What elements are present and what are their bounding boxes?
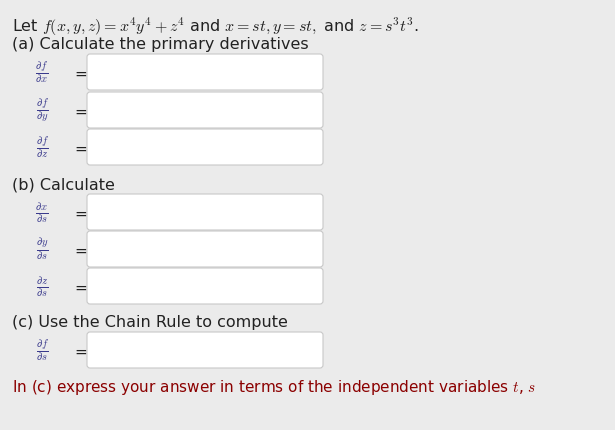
FancyBboxPatch shape: [87, 130, 323, 166]
Text: In (c) express your answer in terms of the independent variables $t$, $s$: In (c) express your answer in terms of t…: [12, 377, 536, 396]
Text: $\frac{\partial f}{\partial y}$: $\frac{\partial f}{\partial y}$: [36, 97, 49, 125]
Text: $\frac{\partial f}{\partial z}$: $\frac{\partial f}{\partial z}$: [36, 135, 49, 161]
Text: $\frac{\partial f}{\partial s}$: $\frac{\partial f}{\partial s}$: [36, 337, 49, 363]
Text: (b) Calculate: (b) Calculate: [12, 177, 115, 191]
Text: (a) Calculate the primary derivatives: (a) Calculate the primary derivatives: [12, 37, 309, 52]
Text: $=$: $=$: [72, 65, 88, 80]
FancyBboxPatch shape: [87, 231, 323, 267]
Text: $\frac{\partial z}{\partial s}$: $\frac{\partial z}{\partial s}$: [36, 274, 48, 298]
Text: $=$: $=$: [72, 343, 88, 358]
Text: $=$: $=$: [72, 103, 88, 118]
Text: $\frac{\partial y}{\partial s}$: $\frac{\partial y}{\partial s}$: [36, 237, 48, 262]
Text: (c) Use the Chain Rule to compute: (c) Use the Chain Rule to compute: [12, 314, 288, 329]
FancyBboxPatch shape: [87, 55, 323, 91]
Text: $=$: $=$: [72, 242, 88, 257]
FancyBboxPatch shape: [87, 93, 323, 129]
Text: $=$: $=$: [72, 279, 88, 294]
FancyBboxPatch shape: [87, 194, 323, 230]
Text: Let $f(x, y, z) = x^4y^4 + z^4$ and $x = st, y = st,$ and $z = s^3t^3$.: Let $f(x, y, z) = x^4y^4 + z^4$ and $x =…: [12, 16, 419, 38]
FancyBboxPatch shape: [87, 268, 323, 304]
Text: $\frac{\partial x}{\partial s}$: $\frac{\partial x}{\partial s}$: [36, 200, 49, 224]
Text: $=$: $=$: [72, 140, 88, 155]
Text: $\frac{\partial f}{\partial x}$: $\frac{\partial f}{\partial x}$: [36, 60, 49, 86]
Text: $=$: $=$: [72, 205, 88, 220]
FancyBboxPatch shape: [87, 332, 323, 368]
